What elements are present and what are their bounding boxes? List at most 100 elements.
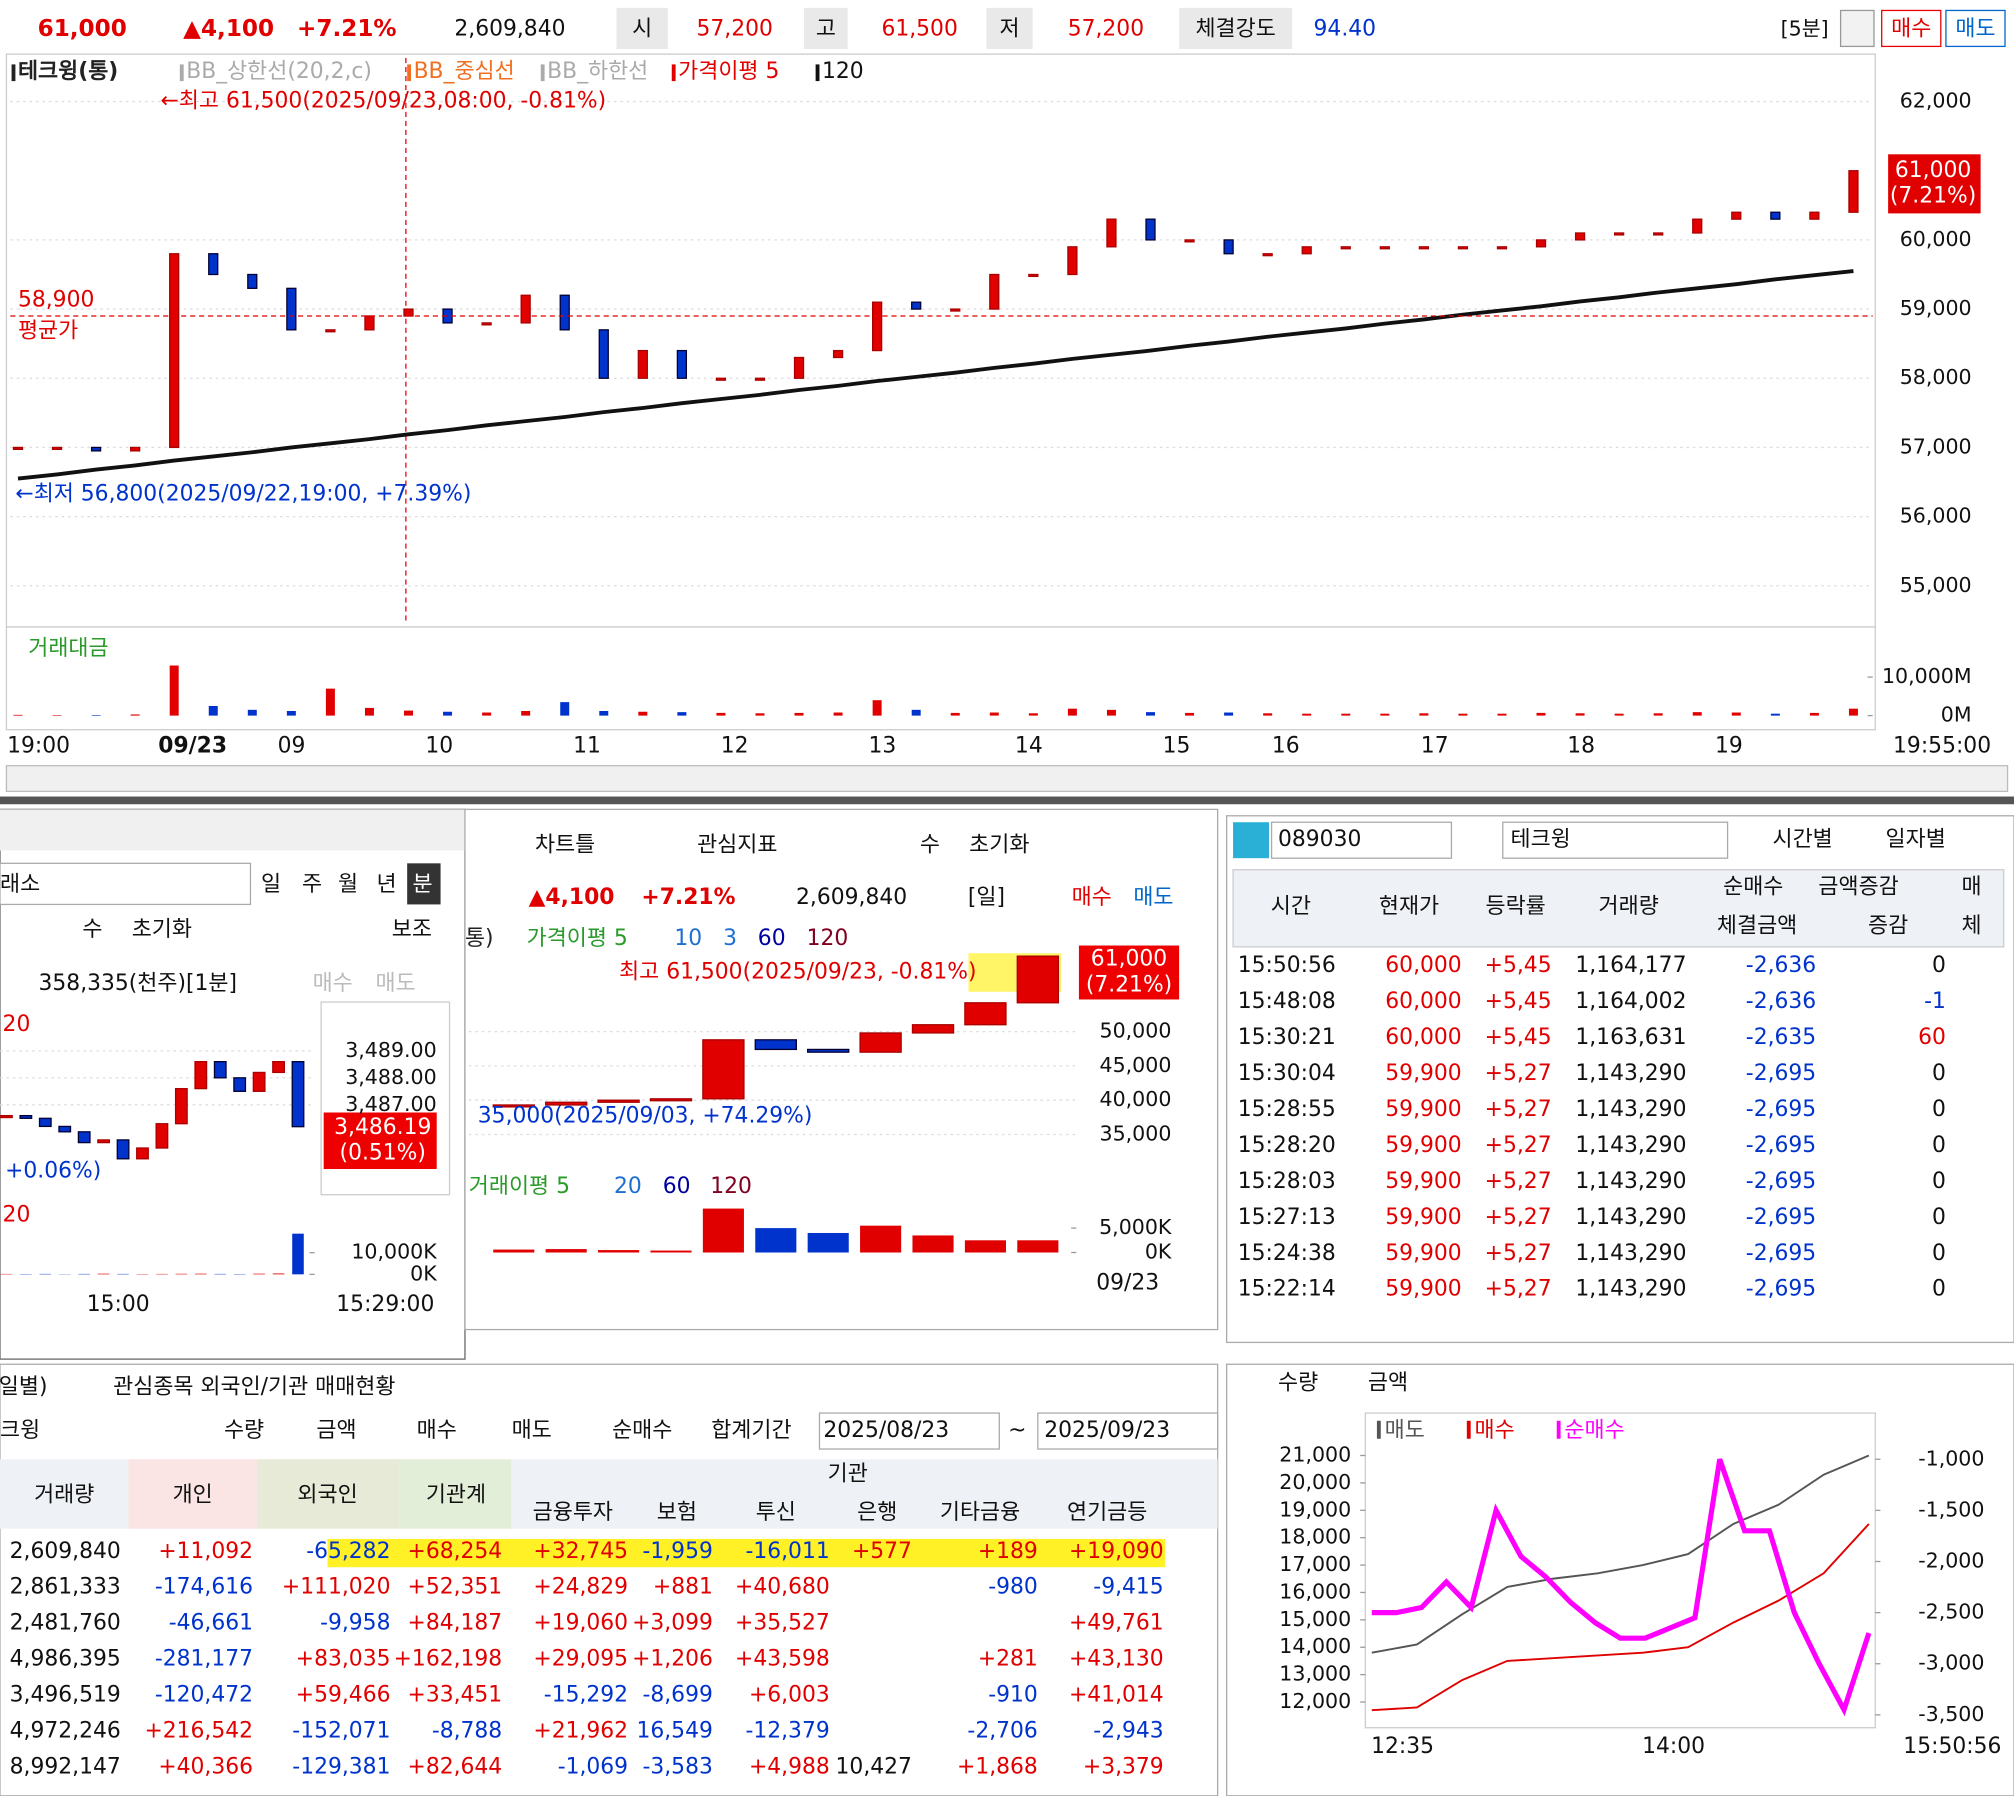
cell: 1,143,290: [1575, 1277, 1686, 1302]
label: 2,609,840: [796, 885, 907, 910]
cell: -910: [988, 1683, 1038, 1708]
volume-bar: [208, 705, 218, 716]
column-header: 매: [1962, 875, 1982, 900]
toolbar-button: 수: [920, 832, 940, 857]
volume-bar: [638, 711, 648, 716]
legend-entry: 테크윙(통): [18, 59, 118, 84]
candle: [90, 446, 102, 452]
candle: [911, 301, 922, 310]
cell: +5,27: [1485, 1133, 1552, 1158]
cell: [804, 7, 848, 49]
cell: 59,900: [1385, 1097, 1461, 1122]
candle: [1028, 273, 1039, 278]
candle: [130, 446, 141, 452]
candle: [544, 1101, 588, 1106]
volume-bar: [599, 710, 609, 716]
label: ~: [1008, 1418, 1026, 1443]
toolbar-button: 래소: [0, 872, 40, 897]
label: 358,335(천주)[1분]: [39, 971, 237, 996]
legend-entry: 20: [3, 1202, 31, 1227]
candle: [637, 349, 648, 379]
label: 테크윙: [1511, 827, 1571, 852]
x-tick-label: 09: [278, 733, 306, 758]
candle: [598, 329, 609, 379]
volume-bar: [1380, 713, 1390, 716]
series-line: [1371, 1523, 1870, 1712]
cell: +6,003: [749, 1683, 830, 1708]
cell: 15:30:21: [1238, 1025, 1336, 1050]
cell: +189: [978, 1539, 1038, 1564]
volume-bar: [1614, 713, 1624, 716]
cell: +3,099: [632, 1611, 713, 1636]
toolbar-button: 초기화: [969, 832, 1029, 857]
open: 57,200: [697, 17, 773, 42]
volume-bar: [650, 1250, 692, 1253]
cell: -174,616: [155, 1575, 253, 1600]
investor-window: [0, 1363, 1219, 1796]
candle: [116, 1139, 130, 1160]
candle: [871, 301, 883, 352]
cell: 1,164,002: [1575, 989, 1686, 1014]
cell: 59,900: [1385, 1061, 1461, 1086]
candle: [1653, 232, 1664, 236]
minute-button[interactable]: [407, 863, 441, 905]
cell: -1,959: [642, 1539, 712, 1564]
candle: [0, 1114, 13, 1119]
cell: 2,481,760: [10, 1611, 121, 1636]
y-tick-label: 17,000: [1279, 1552, 1351, 1576]
code-field[interactable]: [1270, 821, 1453, 859]
y-tick-label: 15,000: [1279, 1607, 1351, 1631]
scrollbar[interactable]: [5, 765, 2009, 793]
volume-bar: [1067, 708, 1077, 716]
y-tick-label: 45,000: [1100, 1053, 1172, 1077]
legend-swatch: [1556, 1420, 1561, 1439]
candle: [1418, 246, 1430, 250]
candle: [1262, 253, 1273, 257]
annotation: ←최고 61,500(2025/09/23,08:00, -0.81%): [161, 89, 607, 114]
x-tick-label: 15: [1163, 733, 1191, 758]
cell: 3,496,519: [10, 1683, 121, 1708]
cell: 1,143,290: [1575, 1097, 1686, 1122]
volume-bar: [833, 712, 843, 716]
cell: -281,177: [155, 1647, 253, 1672]
volume-bar: [1848, 708, 1858, 716]
cell: -12,379: [745, 1719, 829, 1744]
cell: -1,069: [558, 1755, 628, 1780]
candle: [1145, 218, 1156, 241]
buy-button[interactable]: [1881, 9, 1942, 48]
column-header: 연기금등: [1067, 1500, 1147, 1525]
cell: +33,451: [408, 1683, 503, 1708]
cell: 60,000: [1385, 989, 1461, 1014]
column-header: 투신: [756, 1500, 796, 1525]
cell: 60: [1918, 1025, 1946, 1050]
legend-entry: 거래이평 5: [469, 1174, 570, 1199]
cell: +84,187: [408, 1611, 503, 1636]
volume-bar: [521, 710, 531, 716]
y-tick-label: 40,000: [1100, 1087, 1172, 1111]
volume-bar: [1185, 712, 1195, 716]
market-field[interactable]: [0, 862, 252, 906]
candle: [272, 1060, 285, 1074]
date-from[interactable]: [818, 1412, 1000, 1450]
y-tick-label: 58,000: [1900, 365, 1972, 389]
volume-bar: [52, 715, 62, 716]
settings-button[interactable]: [1839, 9, 1875, 48]
volume-bar: [1341, 713, 1351, 716]
x-tick-label: 09/23: [1096, 1270, 1159, 1295]
toolbar-button: 년: [377, 872, 397, 897]
column-header: 보험: [657, 1500, 697, 1525]
toolbar-button: 차트틀: [535, 832, 595, 857]
toolbar-button: 분: [413, 872, 433, 897]
date-to[interactable]: [1037, 1412, 1219, 1450]
volume-bar: [950, 712, 960, 716]
label: 2025/09/23: [1044, 1418, 1170, 1443]
cell: 0: [1932, 1241, 1946, 1266]
cell: -120,472: [155, 1683, 253, 1708]
candle: [989, 273, 1000, 310]
candle: [1457, 246, 1469, 250]
y2-tick-label: -1,000: [1918, 1446, 1984, 1470]
radio-option: 일자별: [1886, 827, 1946, 852]
cell: +40,680: [735, 1575, 830, 1600]
candle: [403, 308, 414, 317]
sell-button[interactable]: [1945, 9, 2006, 48]
